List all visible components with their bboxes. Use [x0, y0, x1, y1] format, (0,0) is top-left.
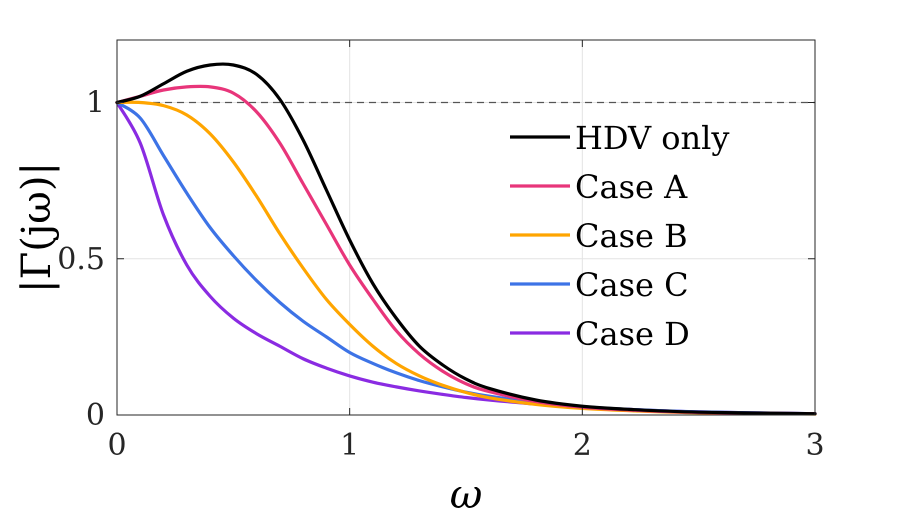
- legend-label-case-b: Case B: [575, 217, 688, 255]
- x-tick-label: 2: [573, 428, 592, 463]
- legend-label-case-c: Case C: [575, 266, 689, 304]
- y-tick-label: 0: [86, 398, 105, 433]
- y-axis-title: |Γ(jω)|: [14, 162, 60, 293]
- series-lines: [115, 62, 817, 416]
- x-tick-label: 1: [340, 428, 359, 463]
- grid-lines: [116, 40, 816, 416]
- legend: HDV only Case A Case B Case C Case D: [510, 119, 729, 353]
- legend-label-case-a: Case A: [575, 168, 688, 206]
- legend-label-case-d: Case D: [575, 315, 690, 353]
- legend-label-hdv-only: HDV only: [575, 119, 729, 157]
- axis-ticks: 0 1 2 3 0 0.5 1: [57, 40, 825, 463]
- x-tick-label: 3: [805, 428, 824, 463]
- y-tick-label: 0.5: [57, 242, 105, 277]
- x-tick-label: 0: [107, 428, 126, 463]
- y-tick-label: 1: [86, 86, 105, 121]
- series-line-hdv-only: [115, 62, 817, 416]
- plot-area-frame: [116, 39, 816, 416]
- x-axis-title: ω: [450, 472, 483, 518]
